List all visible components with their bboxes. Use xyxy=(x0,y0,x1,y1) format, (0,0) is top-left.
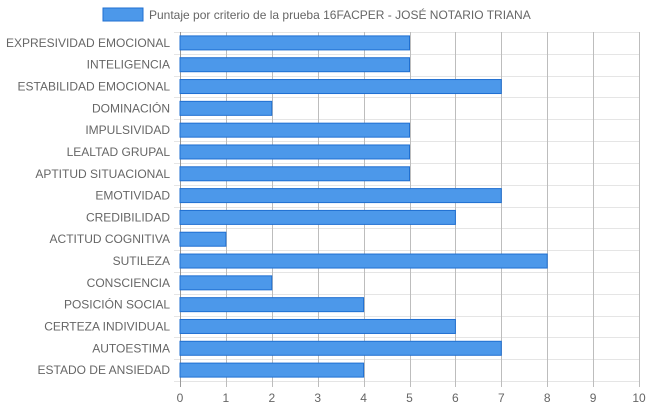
legend-swatch xyxy=(102,7,144,22)
x-tick-label: 7 xyxy=(498,391,505,405)
bar[interactable] xyxy=(179,209,456,225)
category-label: ESTABILIDAD EMOCIONAL xyxy=(18,80,171,94)
bar[interactable] xyxy=(179,340,502,356)
category-label: CREDIBILIDAD xyxy=(86,210,170,224)
x-tick-label: 6 xyxy=(452,391,459,405)
bar[interactable] xyxy=(179,166,410,182)
bar[interactable] xyxy=(179,253,548,269)
bars xyxy=(179,35,548,378)
category-label: CERTEZA INDIVIDUAL xyxy=(44,319,170,333)
category-label: CONSCIENCIA xyxy=(87,276,170,290)
x-tick-labels: 0 1 2 3 4 5 6 7 8 9 10 xyxy=(177,391,646,405)
x-tick-label: 9 xyxy=(590,391,597,405)
category-label: SUTILEZA xyxy=(113,254,170,268)
bar[interactable] xyxy=(179,144,410,160)
category-label: POSICIÓN SOCIAL xyxy=(64,297,170,312)
bar[interactable] xyxy=(179,297,365,313)
bar[interactable] xyxy=(179,188,502,204)
x-tick-label: 2 xyxy=(268,391,275,405)
x-tick-label: 5 xyxy=(406,391,413,405)
x-tick-label: 1 xyxy=(223,391,230,405)
bar[interactable] xyxy=(179,100,273,116)
legend-label: Puntaje por criterio de la prueba 16FACP… xyxy=(149,7,531,22)
x-tick-label: 4 xyxy=(360,391,367,405)
category-label: ACTITUD COGNITIVA xyxy=(50,232,170,246)
legend[interactable]: Puntaje por criterio de la prueba 16FACP… xyxy=(102,7,531,22)
x-tick-label: 3 xyxy=(314,391,321,405)
bar[interactable] xyxy=(179,231,227,247)
category-label: EXPRESIVIDAD EMOCIONAL xyxy=(6,36,170,50)
x-tick-label: 10 xyxy=(632,391,646,405)
category-label: APTITUD SITUACIONAL xyxy=(35,167,170,181)
bar[interactable] xyxy=(179,79,502,95)
bar[interactable] xyxy=(179,275,273,291)
category-label: DOMINACIÓN xyxy=(92,100,170,115)
bar[interactable] xyxy=(179,318,456,334)
bar[interactable] xyxy=(179,57,410,73)
bar[interactable] xyxy=(179,35,410,51)
bar[interactable] xyxy=(179,122,410,138)
category-label: IMPULSIVIDAD xyxy=(85,123,170,137)
x-tick-label: 8 xyxy=(544,391,551,405)
category-label: LEALTAD GRUPAL xyxy=(67,145,171,159)
category-label: EMOTIVIDAD xyxy=(95,189,170,203)
category-label: ESTADO DE ANSIEDAD xyxy=(38,363,171,377)
category-label: INTELIGENCIA xyxy=(87,58,170,72)
category-label: AUTOESTIMA xyxy=(92,341,170,355)
x-tick-label: 0 xyxy=(177,391,184,405)
category-labels: EXPRESIVIDAD EMOCIONAL INTELIGENCIA ESTABI… xyxy=(6,36,170,377)
bar[interactable] xyxy=(179,362,365,378)
